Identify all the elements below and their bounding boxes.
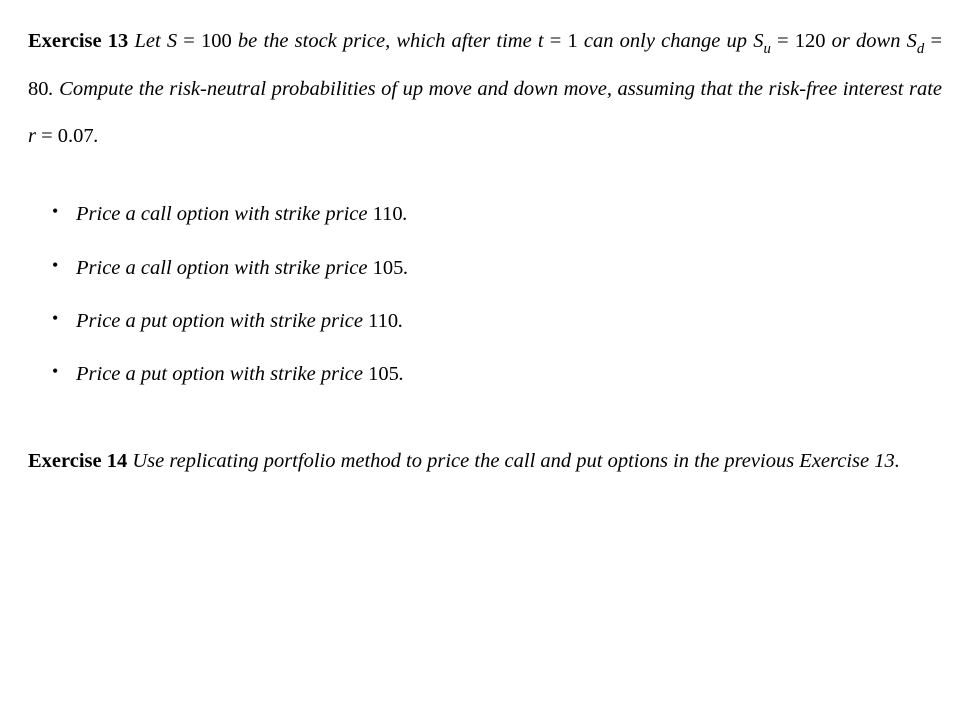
text-part3: can only change up <box>578 30 753 52</box>
bullet-prefix: Price a call option with strike price <box>76 257 373 279</box>
var-Su: S <box>753 30 763 52</box>
text-part2: be the stock price, which after time <box>232 30 538 52</box>
sub-d: d <box>917 41 924 57</box>
period: . <box>94 125 99 147</box>
eq4: = <box>924 30 942 52</box>
bullet-suffix: . <box>403 203 408 225</box>
eq5: = <box>36 125 58 147</box>
bullet-prefix: Price a put option with strike price <box>76 310 368 332</box>
bullet-prefix: Price a call option with strike price <box>76 203 373 225</box>
text-part4: or down <box>825 30 906 52</box>
S-value: 100 <box>201 30 232 52</box>
bullet-suffix: . <box>403 257 408 279</box>
bullet-prefix: Price a put option with strike price <box>76 363 368 385</box>
list-item: Price a call option with strike price 11… <box>76 188 942 241</box>
list-item: Price a call option with strike price 10… <box>76 242 942 295</box>
sub-u: u <box>763 41 770 57</box>
bullet-value: 105 <box>368 363 399 385</box>
list-item: Price a put option with strike price 110… <box>76 295 942 348</box>
t-value: 1 <box>567 30 577 52</box>
var-Sd: S <box>907 30 917 52</box>
Sd-value: 80 <box>28 78 49 100</box>
bullet-value: 105 <box>373 257 404 279</box>
exercise-14-text: Use replicating portfolio method to pric… <box>127 450 900 472</box>
text-part5: . Compute the risk-neutral probabilities… <box>49 78 943 100</box>
bullet-value: 110 <box>368 310 398 332</box>
exercise-13: Exercise 13 Let S = 100 be the stock pri… <box>28 18 942 402</box>
exercise-14: Exercise 14 Use replicating portfolio me… <box>28 438 942 485</box>
Su-value: 120 <box>795 30 826 52</box>
exercise-13-paragraph: Exercise 13 Let S = 100 be the stock pri… <box>28 18 942 160</box>
exercise-13-heading: Exercise 13 <box>28 30 128 52</box>
var-r: r <box>28 125 36 147</box>
exercise-14-paragraph: Exercise 14 Use replicating portfolio me… <box>28 438 942 485</box>
eq3: = <box>771 30 795 52</box>
bullet-value: 110 <box>373 203 403 225</box>
exercise-13-bullets: Price a call option with strike price 11… <box>28 188 942 401</box>
bullet-suffix: . <box>398 310 403 332</box>
bullet-suffix: . <box>399 363 404 385</box>
exercise-14-heading: Exercise 14 <box>28 450 127 472</box>
var-S: S <box>167 30 177 52</box>
eq1: = <box>177 30 201 52</box>
r-value: 0.07 <box>58 125 94 147</box>
eq2: = <box>544 30 568 52</box>
text-part1: Let <box>128 30 167 52</box>
list-item: Price a put option with strike price 105… <box>76 348 942 401</box>
